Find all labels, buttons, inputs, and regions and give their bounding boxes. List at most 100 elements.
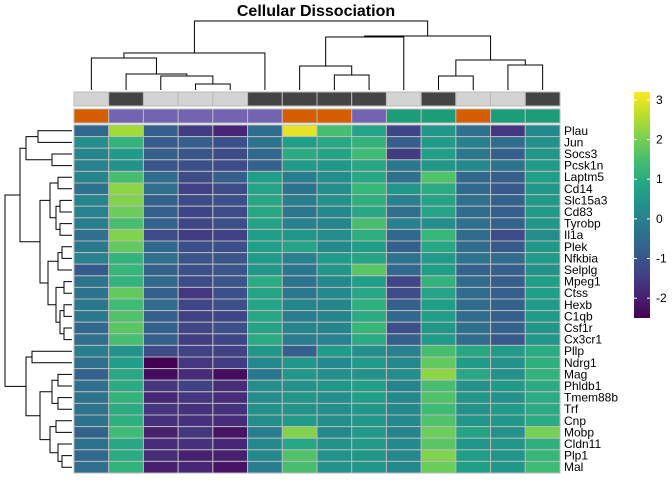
heatmap-cell [316,170,353,184]
heatmap-cell [212,402,249,416]
heatmap-cell [177,252,214,265]
heatmap-cell [316,194,353,207]
annotation-cell [385,91,422,107]
heatmap-cell [420,136,457,149]
heatmap-cell [351,344,387,358]
heatmap-cell [385,275,422,288]
heatmap-cell [385,252,422,265]
heatmap-cell [524,263,561,277]
heatmap-cell [247,286,283,300]
row-label: Phldb1 [564,379,602,393]
heatmap-cell [212,124,249,138]
heatmap-cell [142,298,179,312]
heatmap-cell [108,437,144,451]
heatmap-cell [212,379,249,393]
heatmap-cell [142,182,179,196]
heatmap-cell [108,286,144,300]
heatmap-cell [490,252,526,265]
heatmap-cell [316,124,353,138]
heatmap-cell [247,136,283,149]
dendrogram-branch [333,74,370,90]
color-legend: 3 2 1 0 -1 -2 [634,92,667,318]
heatmap-cell [177,159,214,172]
heatmap-cell [142,263,179,277]
heatmap-cell [524,449,561,462]
heatmap-cell [351,356,387,370]
heatmap-cell [351,170,387,184]
annotation-cell [351,108,387,124]
heatmap-cell [73,136,110,149]
annotation-cell [212,108,249,124]
heatmap-cell [351,310,387,323]
heatmap-cell [420,449,457,462]
heatmap-cell [316,379,353,393]
heatmap-cell [455,449,492,462]
heatmap-cell [142,136,179,149]
heatmap-cell [177,194,214,207]
heatmap-cell [524,379,561,393]
row-label: Pllp [564,344,584,358]
dendrogram-branch [59,199,72,213]
heatmap-cell [420,275,457,288]
heatmap-cell [281,379,318,393]
heatmap-cell [73,321,110,335]
heatmap-cell [73,426,110,439]
dendrogram-branch [19,147,40,243]
heatmap-cell [281,136,318,149]
heatmap-cell [524,426,561,439]
heatmap-cell [177,228,214,242]
heatmap-cell [177,402,214,416]
heatmap-cell [212,321,249,335]
heatmap-cell [177,298,214,312]
heatmap-cell [420,286,457,300]
annotation-cell [420,91,457,107]
annotation-cell [420,108,457,124]
heatmap-cell [281,228,318,242]
heatmap-cell [385,391,422,404]
heatmap-cell [420,182,457,196]
heatmap-cell [247,240,283,254]
legend-tick-label: 1 [656,172,663,186]
heatmap-cell [524,356,561,370]
heatmap-cell [385,356,422,370]
legend-tick-label: -1 [656,252,667,266]
heatmap-cell [524,402,561,416]
heatmap-cell [108,298,144,312]
row-label: Cd83 [564,205,593,219]
heatmap-cell [455,159,492,172]
heatmap-cell [247,252,283,265]
heatmap-cell [351,228,387,242]
annotation-cell [247,108,283,124]
dendrogram-branch [61,246,72,259]
heatmap-cell [247,379,283,393]
heatmap-cell [108,217,144,230]
heatmap-cell [385,449,422,462]
heatmap-cell [177,286,214,300]
dendrogram-branch [160,75,214,90]
color-legend-ticks: 3 2 1 0 -1 -2 [634,93,667,305]
heatmap-cell [351,263,387,277]
heatmap-cell [247,333,283,346]
heatmap-cell [351,379,387,393]
heatmap-cell [281,449,318,462]
heatmap-cell [73,310,110,323]
heatmap-cell [351,426,387,439]
heatmap-cell [490,298,526,312]
heatmap-cell [490,228,526,242]
heatmap-cell [281,159,318,172]
heatmap-cell [455,310,492,323]
dendrogram-branch [25,136,52,161]
heatmap-cell [490,275,526,288]
heatmap-cell [247,275,283,288]
heatmap-cell [316,449,353,462]
heatmap-cell [73,379,110,393]
heatmap-cell [212,228,249,242]
heatmap-cell [316,414,353,428]
row-label: Selplg [564,263,597,277]
heatmap-cell [316,356,353,370]
heatmap-cell [420,252,457,265]
heatmap-cell [351,333,387,346]
row-label: Mpeg1 [564,275,601,289]
heatmap-cell [385,333,422,346]
heatmap-cell [385,194,422,207]
